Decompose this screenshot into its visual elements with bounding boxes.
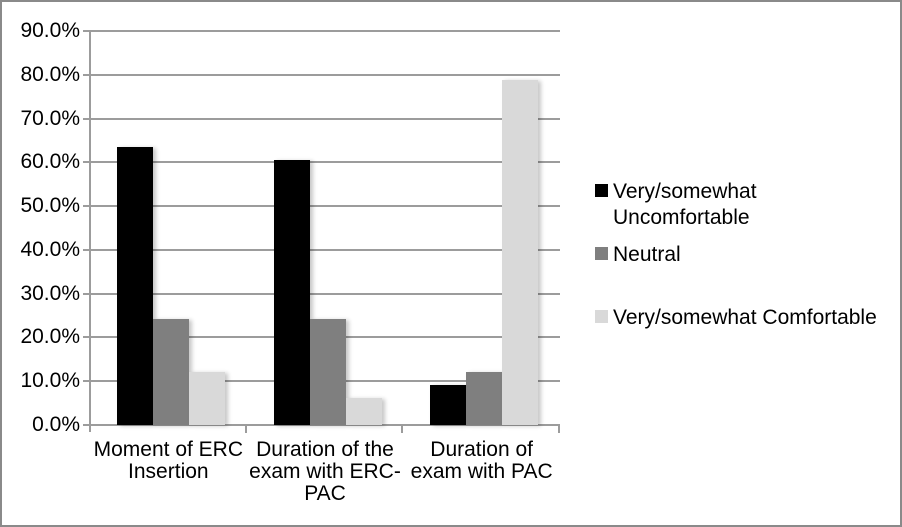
- legend-swatch-icon: [595, 247, 608, 260]
- legend-label: Very/somewhat Comfortable: [613, 306, 877, 329]
- x-category-label: Duration of the exam with ERC- PAC: [249, 438, 401, 505]
- gridline-60: [83, 161, 560, 164]
- bar-very-somewhat-uncomfortable-1: [117, 146, 153, 425]
- y-tick-label: 20.0%: [20, 325, 80, 349]
- y-tick-label: 70.0%: [20, 106, 80, 130]
- bar-neutral-2: [309, 319, 346, 425]
- y-tick-label: 50.0%: [20, 194, 80, 218]
- gridline-90: [83, 30, 560, 32]
- bar-very-somewhat-uncomfortable-2: [273, 159, 310, 425]
- x-axis-tick: [558, 425, 560, 433]
- gridline-70: [83, 117, 560, 120]
- legend-entry-very-somewhat-comfortable: Very/somewhat Comfortable: [595, 305, 895, 331]
- y-tick-label: 30.0%: [20, 281, 80, 305]
- x-axis-tick: [244, 425, 247, 433]
- y-axis-line: [89, 30, 91, 432]
- legend-entry-very-somewhat-uncomfortable: Very/somewhat Uncomfortable: [595, 179, 895, 231]
- bar-neutral-1: [153, 319, 189, 425]
- gridline-40: [83, 248, 560, 251]
- y-tick-label: 90.0%: [20, 19, 80, 42]
- gridline-30: [83, 292, 560, 295]
- legend-label: Very/somewhat Uncomfortable: [613, 180, 757, 229]
- x-category-label: Duration of exam with PAC: [410, 438, 553, 483]
- y-tick-label: 10.0%: [20, 369, 80, 393]
- y-tick-label: 60.0%: [20, 150, 80, 174]
- legend-swatch-icon: [595, 184, 608, 197]
- legend-label: Neutral: [613, 243, 681, 266]
- x-axis-tick: [401, 425, 404, 433]
- x-axis-line: [83, 424, 560, 426]
- gridline-80: [83, 73, 560, 76]
- bar-neutral-3: [466, 372, 503, 425]
- bar-very-somewhat-comfortable-1: [189, 372, 225, 425]
- y-tick-label: 40.0%: [20, 237, 80, 261]
- bar-very-somewhat-comfortable-2: [345, 398, 382, 425]
- legend-swatch-icon: [595, 310, 608, 323]
- bar-very-somewhat-comfortable-3: [502, 80, 539, 425]
- legend-entry-neutral: Neutral: [595, 242, 895, 268]
- x-category-label: Moment of ERC Insertion: [93, 438, 244, 483]
- y-tick-label: 0.0%: [32, 413, 80, 436]
- bar-very-somewhat-uncomfortable-3: [430, 385, 467, 425]
- y-tick-label: 80.0%: [20, 62, 80, 86]
- gridline-50: [83, 205, 560, 208]
